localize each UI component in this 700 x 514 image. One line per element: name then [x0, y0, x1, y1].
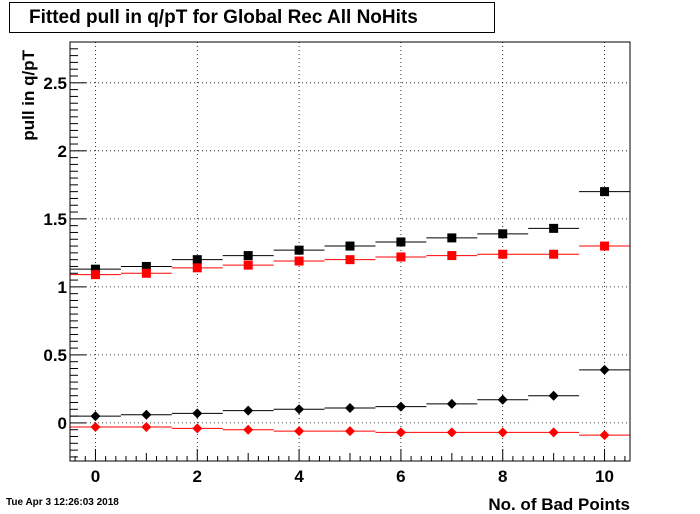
- x-tick-label: 8: [498, 467, 507, 486]
- data-point: [497, 394, 508, 405]
- x-tick-label: 10: [595, 467, 614, 486]
- data-point: [141, 261, 151, 271]
- data-point: [548, 427, 559, 438]
- series-4: [70, 421, 630, 441]
- y-tick-label: 1: [58, 278, 67, 297]
- data-point: [396, 252, 406, 262]
- timestamp: Tue Apr 3 12:26:03 2018: [6, 497, 119, 508]
- x-tick-label: 2: [193, 467, 202, 486]
- data-point: [294, 426, 305, 437]
- grid: [70, 42, 630, 461]
- data-point: [446, 427, 457, 438]
- data-point: [90, 264, 100, 274]
- series-1: [70, 187, 630, 274]
- data-point: [599, 364, 610, 375]
- x-tick-label: 4: [294, 467, 304, 486]
- data-point: [395, 401, 406, 412]
- data-point: [600, 187, 610, 197]
- data-point: [345, 426, 355, 437]
- data-point: [549, 223, 559, 233]
- x-axis-label: No. of Bad Points: [488, 495, 630, 514]
- data-point: [549, 249, 559, 259]
- data-point: [192, 423, 203, 434]
- data-point: [90, 411, 101, 422]
- data-point: [141, 421, 152, 432]
- data-point: [243, 260, 253, 270]
- data-point: [446, 398, 457, 409]
- data-point: [498, 249, 508, 259]
- y-axis-label: pull in q/pT: [19, 49, 38, 140]
- data-point: [141, 409, 152, 420]
- data-point: [192, 408, 203, 419]
- data-point: [90, 421, 101, 432]
- data-point: [141, 268, 151, 278]
- y-tick-label: 2.5: [43, 74, 67, 93]
- data-point: [243, 424, 254, 435]
- y-tick-label: 2: [58, 142, 67, 161]
- tick-labels: 0 2 4 6 8 10 0 0.5 1 1.5 2 2.5: [43, 74, 614, 486]
- data-point: [294, 245, 304, 255]
- data-point: [599, 430, 610, 441]
- series-layer: [70, 187, 630, 441]
- data-point: [548, 390, 559, 401]
- data-point: [192, 255, 202, 265]
- data-point: [192, 263, 202, 273]
- series-3: [70, 364, 630, 422]
- x-tick-label: 6: [396, 467, 405, 486]
- data-point: [447, 233, 457, 243]
- data-point: [447, 251, 457, 261]
- data-point: [498, 229, 508, 239]
- y-tick-label: 0: [58, 414, 67, 433]
- data-point: [345, 255, 355, 265]
- plot-frame: [69, 41, 631, 462]
- data-point: [294, 404, 305, 415]
- data-point: [243, 405, 254, 416]
- data-point: [396, 237, 406, 247]
- chart-title: Fitted pull in q/pT for Global Rec All N…: [9, 2, 495, 33]
- series-2: [70, 241, 630, 280]
- data-point: [243, 251, 253, 261]
- y-tick-label: 0.5: [43, 346, 67, 365]
- data-point: [294, 256, 304, 266]
- data-point: [497, 427, 508, 438]
- data-point: [90, 270, 100, 280]
- data-point: [345, 241, 355, 251]
- data-point: [600, 241, 610, 251]
- x-tick-label: 0: [91, 467, 100, 486]
- data-point: [345, 402, 355, 413]
- y-tick-label: 1.5: [43, 210, 67, 229]
- data-point: [395, 427, 406, 438]
- axis-ticks: [70, 48, 626, 461]
